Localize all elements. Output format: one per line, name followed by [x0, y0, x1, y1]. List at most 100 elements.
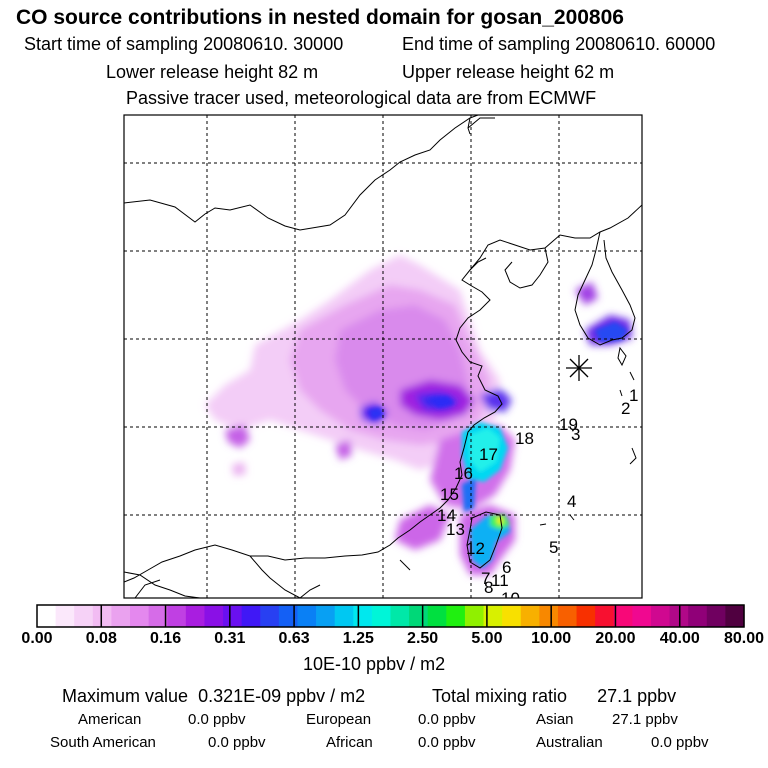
region-value-asian: 27.1 ppbv [612, 711, 678, 728]
region-name-european: European [306, 711, 372, 728]
colorbar-cell [111, 605, 131, 627]
total-mixing-line: Total mixing ratio 27.1 ppbv [432, 686, 676, 707]
max-value: 0.321E-09 ppbv / m2 [198, 686, 366, 706]
plot-title: CO source contributions in nested domain… [16, 6, 624, 29]
total-value: 27.1 ppbv [597, 686, 677, 706]
colorbar-tick-label: 0.31 [214, 630, 246, 647]
colorbar-cell [688, 605, 708, 627]
region-value-african: 0.0 ppbv [418, 734, 476, 751]
colorbar-cell [632, 605, 652, 627]
colorbar-cell [297, 605, 317, 627]
colorbar-cell [650, 605, 671, 627]
colorbar-cell [278, 605, 299, 627]
colorbar-tick-label: 0.63 [278, 630, 310, 647]
lower-release-height: Lower release height 82 m [106, 62, 319, 82]
colorbar-cell [334, 605, 354, 627]
colorbar-cell [446, 605, 466, 627]
colorbar-cell [204, 605, 224, 627]
source-label: 7 [481, 569, 490, 588]
region-name-south-american: South American [50, 734, 156, 751]
colorbar-tick-label: 0.08 [85, 630, 117, 647]
colorbar-cell [502, 605, 522, 627]
colorbar-cell [353, 605, 373, 627]
source-label: 13 [446, 520, 465, 539]
source-label: 14 [437, 506, 456, 525]
colorbar-cell [725, 605, 745, 627]
region-value-south-american: 0.0 ppbv [208, 734, 266, 751]
colorbar-cell [241, 605, 261, 627]
colorbar-cell [427, 605, 447, 627]
colorbar-cell [595, 605, 615, 627]
colorbar-tick-label: 10.00 [531, 630, 572, 647]
source-label: 6 [502, 558, 511, 577]
region-name-american: American [78, 711, 142, 728]
total-label: Total mixing ratio [432, 686, 568, 706]
colorbar-cell [167, 605, 187, 627]
colorbar-cell [483, 605, 503, 627]
source-label: 4 [567, 492, 576, 511]
colorbar-frame [36, 604, 745, 628]
source-label: 10 [501, 589, 520, 608]
colorbar-unit: 10E-10 ppbv / m2 [303, 654, 446, 674]
colorbar-cell [92, 605, 113, 627]
colorbar-cell [706, 605, 726, 627]
colorbar-cell [464, 605, 485, 627]
source-label: 2 [621, 399, 630, 418]
colorbar-tick-label: 0.00 [21, 630, 53, 647]
colorbar-cell [371, 605, 392, 627]
colorbar-cell [539, 605, 559, 627]
source-label: 8 [484, 578, 493, 597]
colorbar-cell [260, 605, 280, 627]
source-label: 18 [515, 429, 534, 448]
colorbar-tick-label: 2.50 [407, 630, 439, 647]
upper-release-height: Upper release height 62 m [402, 62, 615, 82]
max-label: Maximum value [62, 686, 189, 706]
colorbar-cell [576, 605, 596, 627]
region-name-australian: Australian [536, 734, 603, 751]
colorbar-cell [557, 605, 578, 627]
source-label: 12 [466, 539, 485, 558]
region-name-asian: Asian [536, 711, 574, 728]
colorbar-cell [148, 605, 168, 627]
lat-lon-grid [124, 115, 642, 598]
map-frame [123, 114, 643, 599]
colorbar-tick-label: 80.00 [723, 630, 765, 647]
region-value-european: 0.0 ppbv [418, 711, 476, 728]
colorbar-cell [55, 605, 75, 627]
region-value-australian: 0.0 ppbv [651, 734, 709, 751]
source-label: 17 [479, 445, 498, 464]
source-label: 19 [559, 415, 578, 434]
region-value-american: 0.0 ppbv [188, 711, 246, 728]
max-value-line: Maximum value 0.321E-09 ppbv / m2 [62, 686, 365, 707]
colorbar-cell [316, 605, 336, 627]
source-label: 11 [491, 571, 509, 590]
colorbar-cell [613, 605, 633, 627]
start-time-label: Start time of sampling 20080610. 30000 [24, 34, 344, 54]
source-label: 1 [629, 386, 638, 405]
colorbar-tick-label: 40.00 [659, 630, 700, 647]
tracer-info: Passive tracer used, meteorological data… [126, 88, 597, 108]
end-time-label: End time of sampling 20080610. 60000 [402, 34, 716, 54]
source-label: 16 [454, 464, 473, 483]
source-label: 15 [440, 485, 459, 504]
colorbar-cell [37, 605, 57, 627]
plume-core [368, 322, 628, 568]
colorbar-tick-label: 5.00 [471, 630, 503, 647]
colorbar-cell [390, 605, 410, 627]
colorbar-cell [74, 605, 94, 627]
colorbar-cell [130, 605, 150, 627]
colorbar-cell [409, 605, 429, 627]
colorbar-cell [520, 605, 540, 627]
coastlines [124, 115, 642, 598]
colorbar-tick-label: 0.16 [149, 630, 182, 647]
colorbar-cell [185, 605, 206, 627]
source-label: 5 [549, 538, 558, 557]
source-labels: 1 2 19 3 18 17 16 15 14 13 4 5 12 6 7 8 … [437, 386, 638, 608]
region-name-african: African [326, 734, 373, 751]
colorbar-cell [223, 605, 243, 627]
colorbar-tick-label: 20.00 [595, 630, 636, 647]
receptor-star-icon [566, 355, 592, 381]
source-label: 3 [571, 425, 580, 444]
